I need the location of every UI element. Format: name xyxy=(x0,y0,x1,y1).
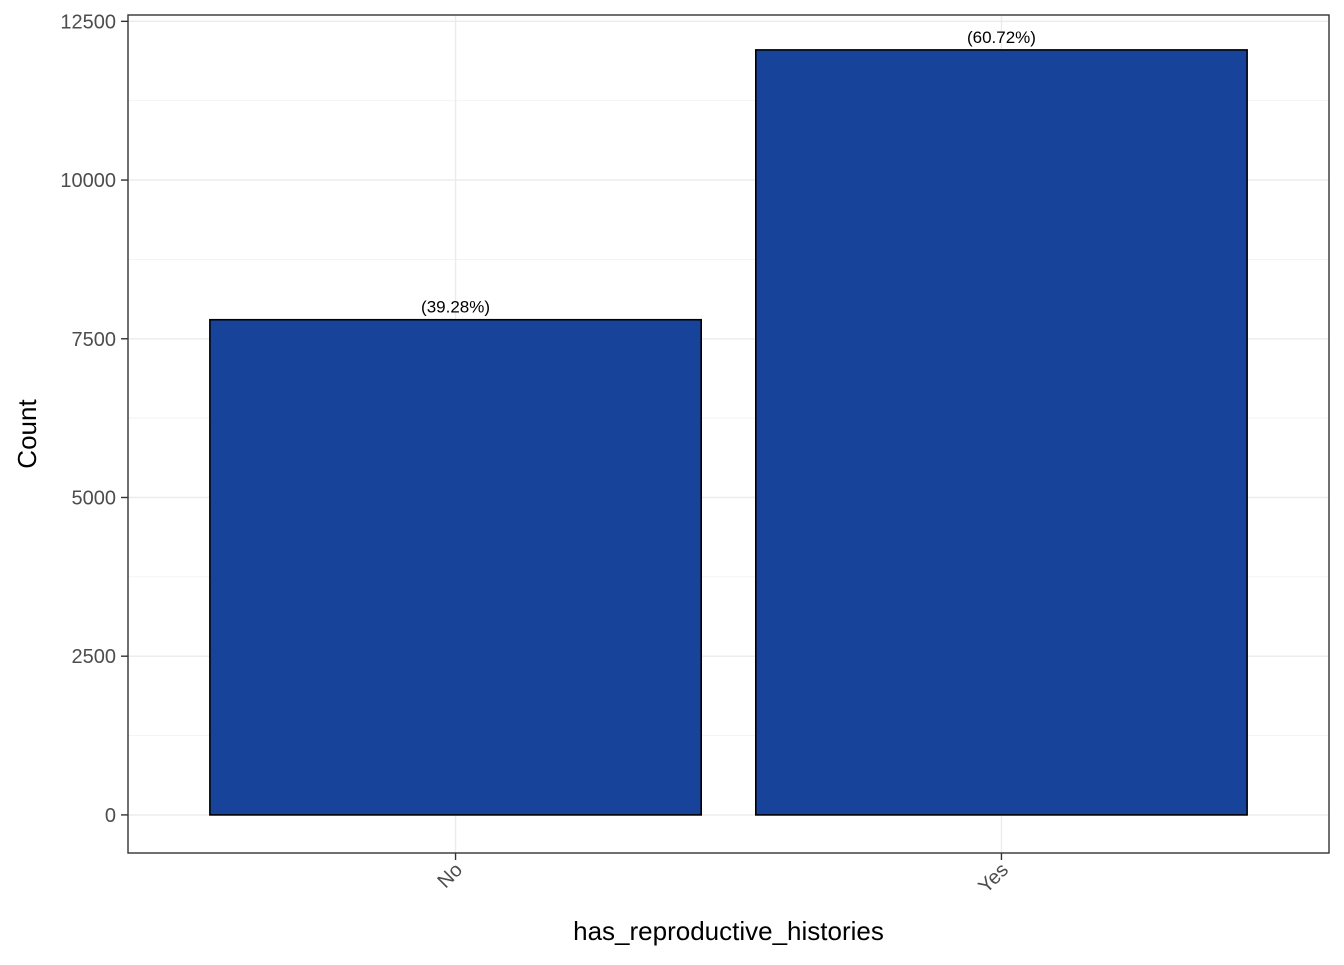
y-tick-label: 10000 xyxy=(60,170,116,192)
y-tick-label: 7500 xyxy=(72,329,117,351)
y-tick-label: 12500 xyxy=(60,11,116,33)
bars xyxy=(209,49,1248,816)
x-axis-title: has_reproductive_histories xyxy=(573,916,884,946)
x-tick-label-no: No xyxy=(433,859,467,893)
y-tick-label: 0 xyxy=(105,805,116,827)
x-tick-label-yes: Yes xyxy=(974,859,1013,898)
data-label-yes: (60.72%) xyxy=(967,28,1036,47)
y-tick-label: 5000 xyxy=(72,487,117,509)
y-axis-title: Count xyxy=(12,399,42,469)
plot-panel-border xyxy=(127,14,1330,854)
axes: 0 2500 5000 7500 10000 12500 No Yes xyxy=(60,11,1013,897)
data-label-no: (39.28%) xyxy=(421,298,490,317)
y-tick-label: 2500 xyxy=(72,646,117,668)
data-labels: (39.28%) (60.72%) xyxy=(421,28,1036,317)
bar-yes xyxy=(754,49,1248,816)
bar-no xyxy=(209,318,703,816)
